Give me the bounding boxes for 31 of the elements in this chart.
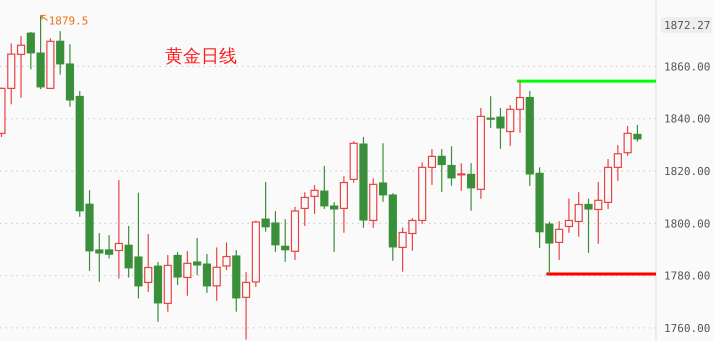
candlestick <box>202 253 212 294</box>
candlestick <box>584 198 593 254</box>
candlestick <box>555 220 564 261</box>
candlestick <box>222 242 231 271</box>
candlestick <box>447 146 456 186</box>
candlestick <box>457 162 466 192</box>
y-tick-label: 1780.00 <box>664 270 710 283</box>
candlestick <box>545 221 554 275</box>
candlestick <box>193 237 202 276</box>
candlestick <box>173 251 182 286</box>
candlestick <box>633 124 642 142</box>
y-tick-label: 1840.00 <box>664 112 710 126</box>
y-tick-label: 1760.00 <box>664 322 710 335</box>
candlestick <box>271 210 280 252</box>
candlestick <box>310 184 319 215</box>
candlestick <box>398 226 407 272</box>
candlestick <box>183 250 192 296</box>
text: 1872.27 <box>664 19 710 32</box>
text: 黄金日线 <box>165 46 237 67</box>
candlestick <box>281 218 290 262</box>
candlestick <box>114 180 123 280</box>
y-tick-label: 1860.00 <box>664 60 710 74</box>
candlestick <box>262 181 270 232</box>
y-tick-label: 1820.00 <box>664 165 710 178</box>
y-tick-label: 1800.00 <box>664 217 710 230</box>
candlestick <box>212 246 221 302</box>
candlestick <box>438 148 446 193</box>
annotation: 1879.5 <box>48 14 88 28</box>
candlestick <box>300 192 309 227</box>
candlestick <box>466 162 476 212</box>
candlestick <box>144 233 152 292</box>
